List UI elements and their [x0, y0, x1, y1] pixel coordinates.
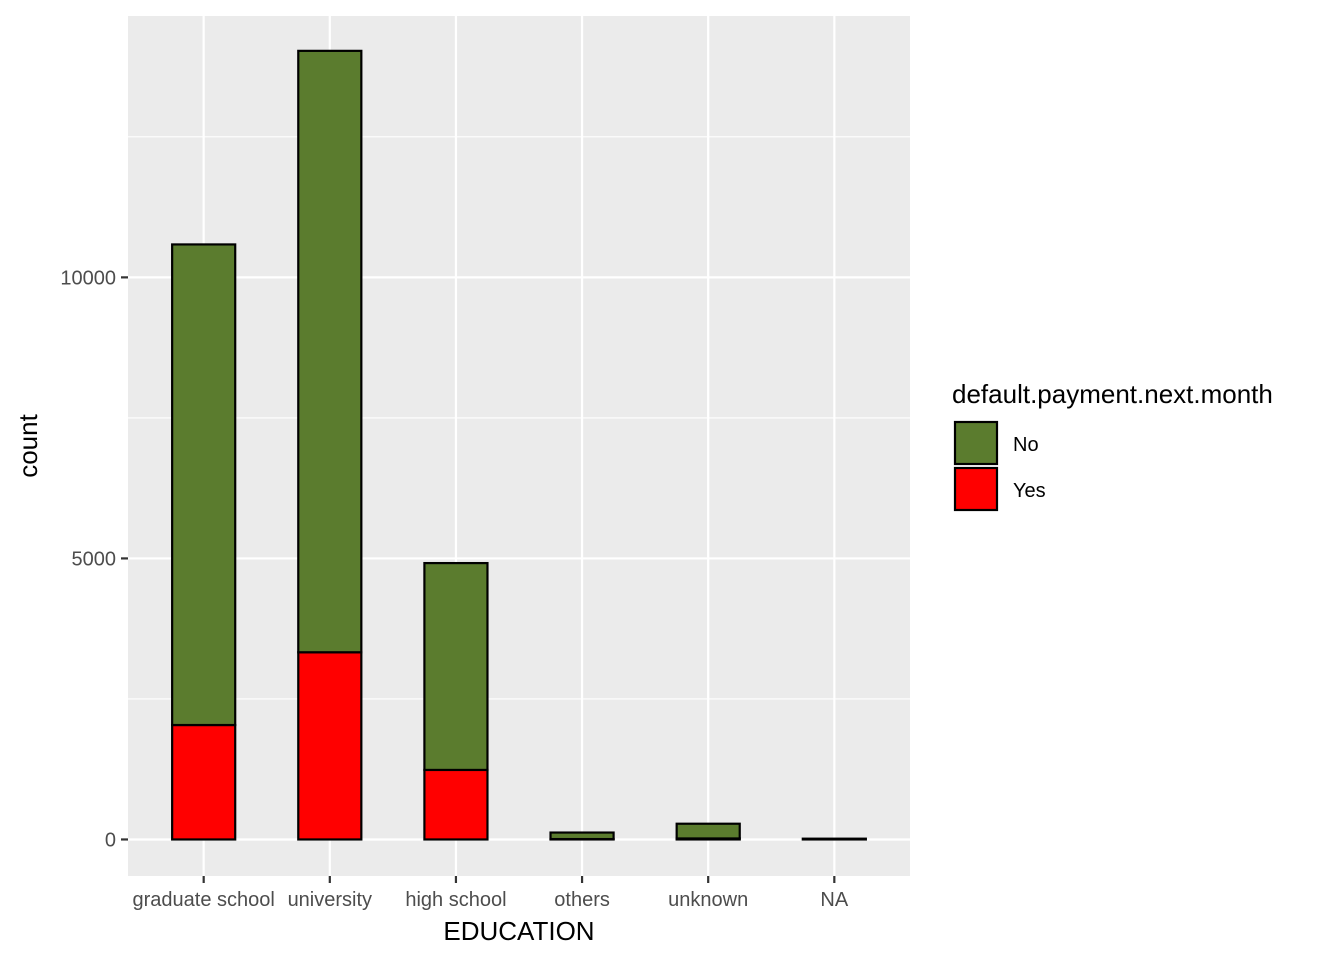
bars — [171, 49, 867, 841]
bar-segment-no — [549, 831, 615, 841]
x-tick-label: university — [288, 889, 372, 911]
y-tick-label: 10000 — [60, 267, 116, 289]
legend: default.payment.next.month No Yes — [952, 379, 1273, 512]
y-tick-label: 5000 — [72, 548, 117, 570]
x-axis: graduate school university high school othe… — [133, 876, 849, 911]
minor-gridlines — [128, 136, 910, 700]
legend-key-yes — [953, 466, 999, 512]
plot-panel — [128, 16, 910, 876]
bar-segment-no — [423, 561, 489, 772]
legend-label-no: No — [1013, 434, 1039, 456]
y-axis-title: count — [13, 413, 43, 477]
legend-title: default.payment.next.month — [952, 379, 1273, 409]
bar-segment-no — [675, 822, 741, 840]
x-axis-title: EDUCATION — [443, 916, 594, 946]
major-gridlines — [128, 16, 910, 876]
bar-segment-no — [171, 243, 237, 727]
x-tick-label: unknown — [668, 889, 748, 911]
x-tick-label: high school — [405, 889, 506, 911]
y-axis: 0 5000 10000 — [60, 267, 128, 851]
y-tick-label: 0 — [105, 829, 116, 851]
bar-segment-yes — [171, 723, 237, 841]
bar-segment-no — [297, 49, 363, 654]
x-tick-label: others — [554, 889, 610, 911]
x-tick-label: graduate school — [133, 889, 275, 911]
bar-segment-yes — [423, 768, 489, 841]
bar-segment-no — [801, 837, 867, 841]
legend-label-yes: Yes — [1013, 480, 1046, 502]
legend-key-no — [953, 420, 999, 466]
bar-segment-yes — [297, 651, 363, 841]
x-tick-label: NA — [820, 889, 848, 911]
